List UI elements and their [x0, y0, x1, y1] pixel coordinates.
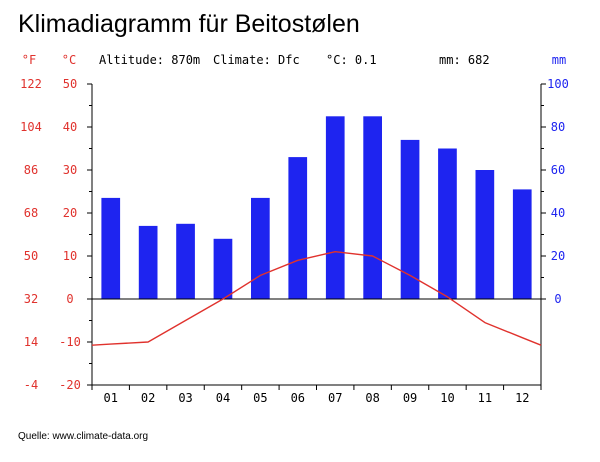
- month-label: 10: [440, 391, 454, 405]
- precipitation-bar: [176, 223, 195, 300]
- fahrenheit-unit-label: °F: [22, 53, 36, 67]
- celsius-tick-label: 40: [63, 120, 77, 134]
- fahrenheit-tick-label: -4: [24, 378, 38, 392]
- celsius-tick-label: 10: [63, 249, 77, 263]
- precipitation-bar: [138, 225, 158, 299]
- fahrenheit-tick-label: 104: [20, 120, 42, 134]
- precipitation-bar: [213, 238, 233, 299]
- altitude-info: Altitude: 870m: [99, 53, 200, 67]
- precipitation-bar: [438, 148, 457, 299]
- temperature-line: [91, 250, 542, 346]
- avg-temperature-info: °C: 0.1: [326, 53, 377, 67]
- precipitation-bar: [475, 170, 495, 299]
- fahrenheit-tick-label: 68: [24, 206, 38, 220]
- source-note: Quelle: www.climate-data.org: [18, 431, 149, 442]
- precipitation-bar: [288, 157, 308, 299]
- fahrenheit-tick-label: 14: [24, 335, 38, 349]
- precipitation-bar: [363, 116, 382, 300]
- precipitation-bar: [512, 189, 532, 299]
- mm-tick-label: 20: [551, 249, 565, 263]
- fahrenheit-tick-label: 122: [20, 77, 42, 91]
- month-label: 02: [141, 391, 155, 405]
- mm-unit-label: mm: [552, 53, 566, 67]
- precipitation-bar: [251, 197, 270, 299]
- month-label: 05: [253, 391, 267, 405]
- celsius-unit-label: °C: [62, 53, 76, 67]
- mm-tick-label: 60: [551, 163, 565, 177]
- precipitation-bar: [400, 139, 420, 299]
- celsius-tick-label: 30: [63, 163, 77, 177]
- celsius-tick-label: 20: [63, 206, 77, 220]
- mm-tick-label: 40: [551, 206, 565, 220]
- fahrenheit-tick-label: 50: [24, 249, 38, 263]
- mm-tick-label: 100: [547, 77, 569, 91]
- climate-info: Climate: Dfc: [213, 53, 300, 67]
- month-label: 01: [103, 391, 117, 405]
- celsius-tick-label: 0: [66, 292, 73, 306]
- precipitation-bar: [325, 116, 345, 300]
- month-label: 08: [365, 391, 379, 405]
- month-label: 06: [291, 391, 305, 405]
- fahrenheit-tick-label: 86: [24, 163, 38, 177]
- month-label: 09: [403, 391, 417, 405]
- fahrenheit-tick-label: 32: [24, 292, 38, 306]
- celsius-tick-label: -10: [59, 335, 81, 349]
- mm-tick-label: 0: [554, 292, 561, 306]
- chart-title: Klimadiagramm für Beitostølen: [18, 10, 360, 38]
- month-label: 04: [216, 391, 230, 405]
- month-label: 12: [515, 391, 529, 405]
- month-label: 03: [178, 391, 192, 405]
- month-label: 11: [478, 391, 492, 405]
- month-label: 07: [328, 391, 342, 405]
- celsius-tick-label: 50: [63, 77, 77, 91]
- mm-tick-label: 80: [551, 120, 565, 134]
- precipitation-info: mm: 682: [439, 53, 490, 67]
- celsius-tick-label: -20: [59, 378, 81, 392]
- precipitation-bar: [101, 197, 121, 299]
